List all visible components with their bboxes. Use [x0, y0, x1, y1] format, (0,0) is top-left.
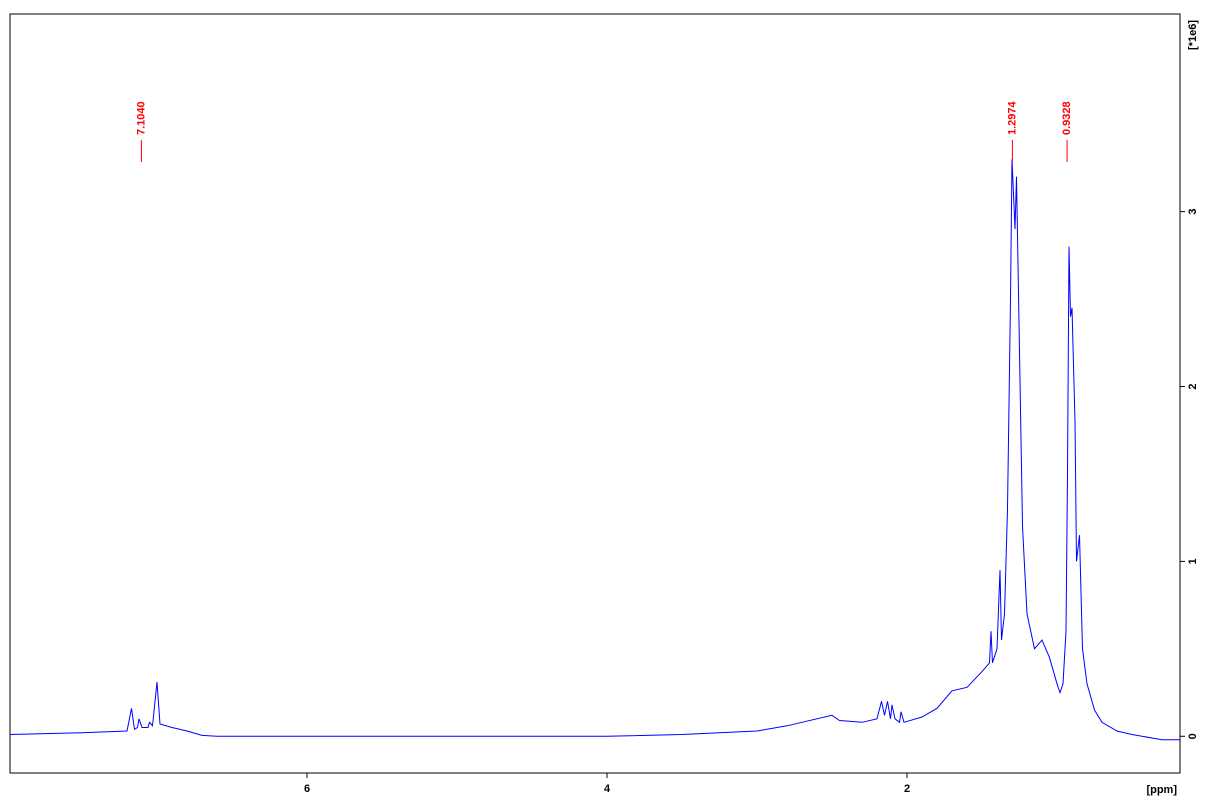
- peak-label: 7.1040: [135, 101, 147, 135]
- plot-frame: [9, 13, 1181, 774]
- peak-label: 1.2974: [1006, 100, 1018, 135]
- x-tick-label: 6: [304, 783, 310, 795]
- y-axis-label: [*1e6]: [1187, 20, 1199, 50]
- y-tick-label: 0: [1187, 733, 1199, 739]
- y-tick-label: 2: [1187, 383, 1199, 389]
- x-tick-label: 2: [904, 783, 910, 795]
- peak-label: 0.9328: [1061, 101, 1073, 135]
- spectrum-line: [9, 159, 1180, 741]
- x-axis-label: [ppm]: [1146, 784, 1177, 796]
- y-tick-label: 1: [1187, 558, 1199, 564]
- y-tick-label: 3: [1187, 209, 1199, 215]
- x-tick-label: 4: [604, 783, 611, 795]
